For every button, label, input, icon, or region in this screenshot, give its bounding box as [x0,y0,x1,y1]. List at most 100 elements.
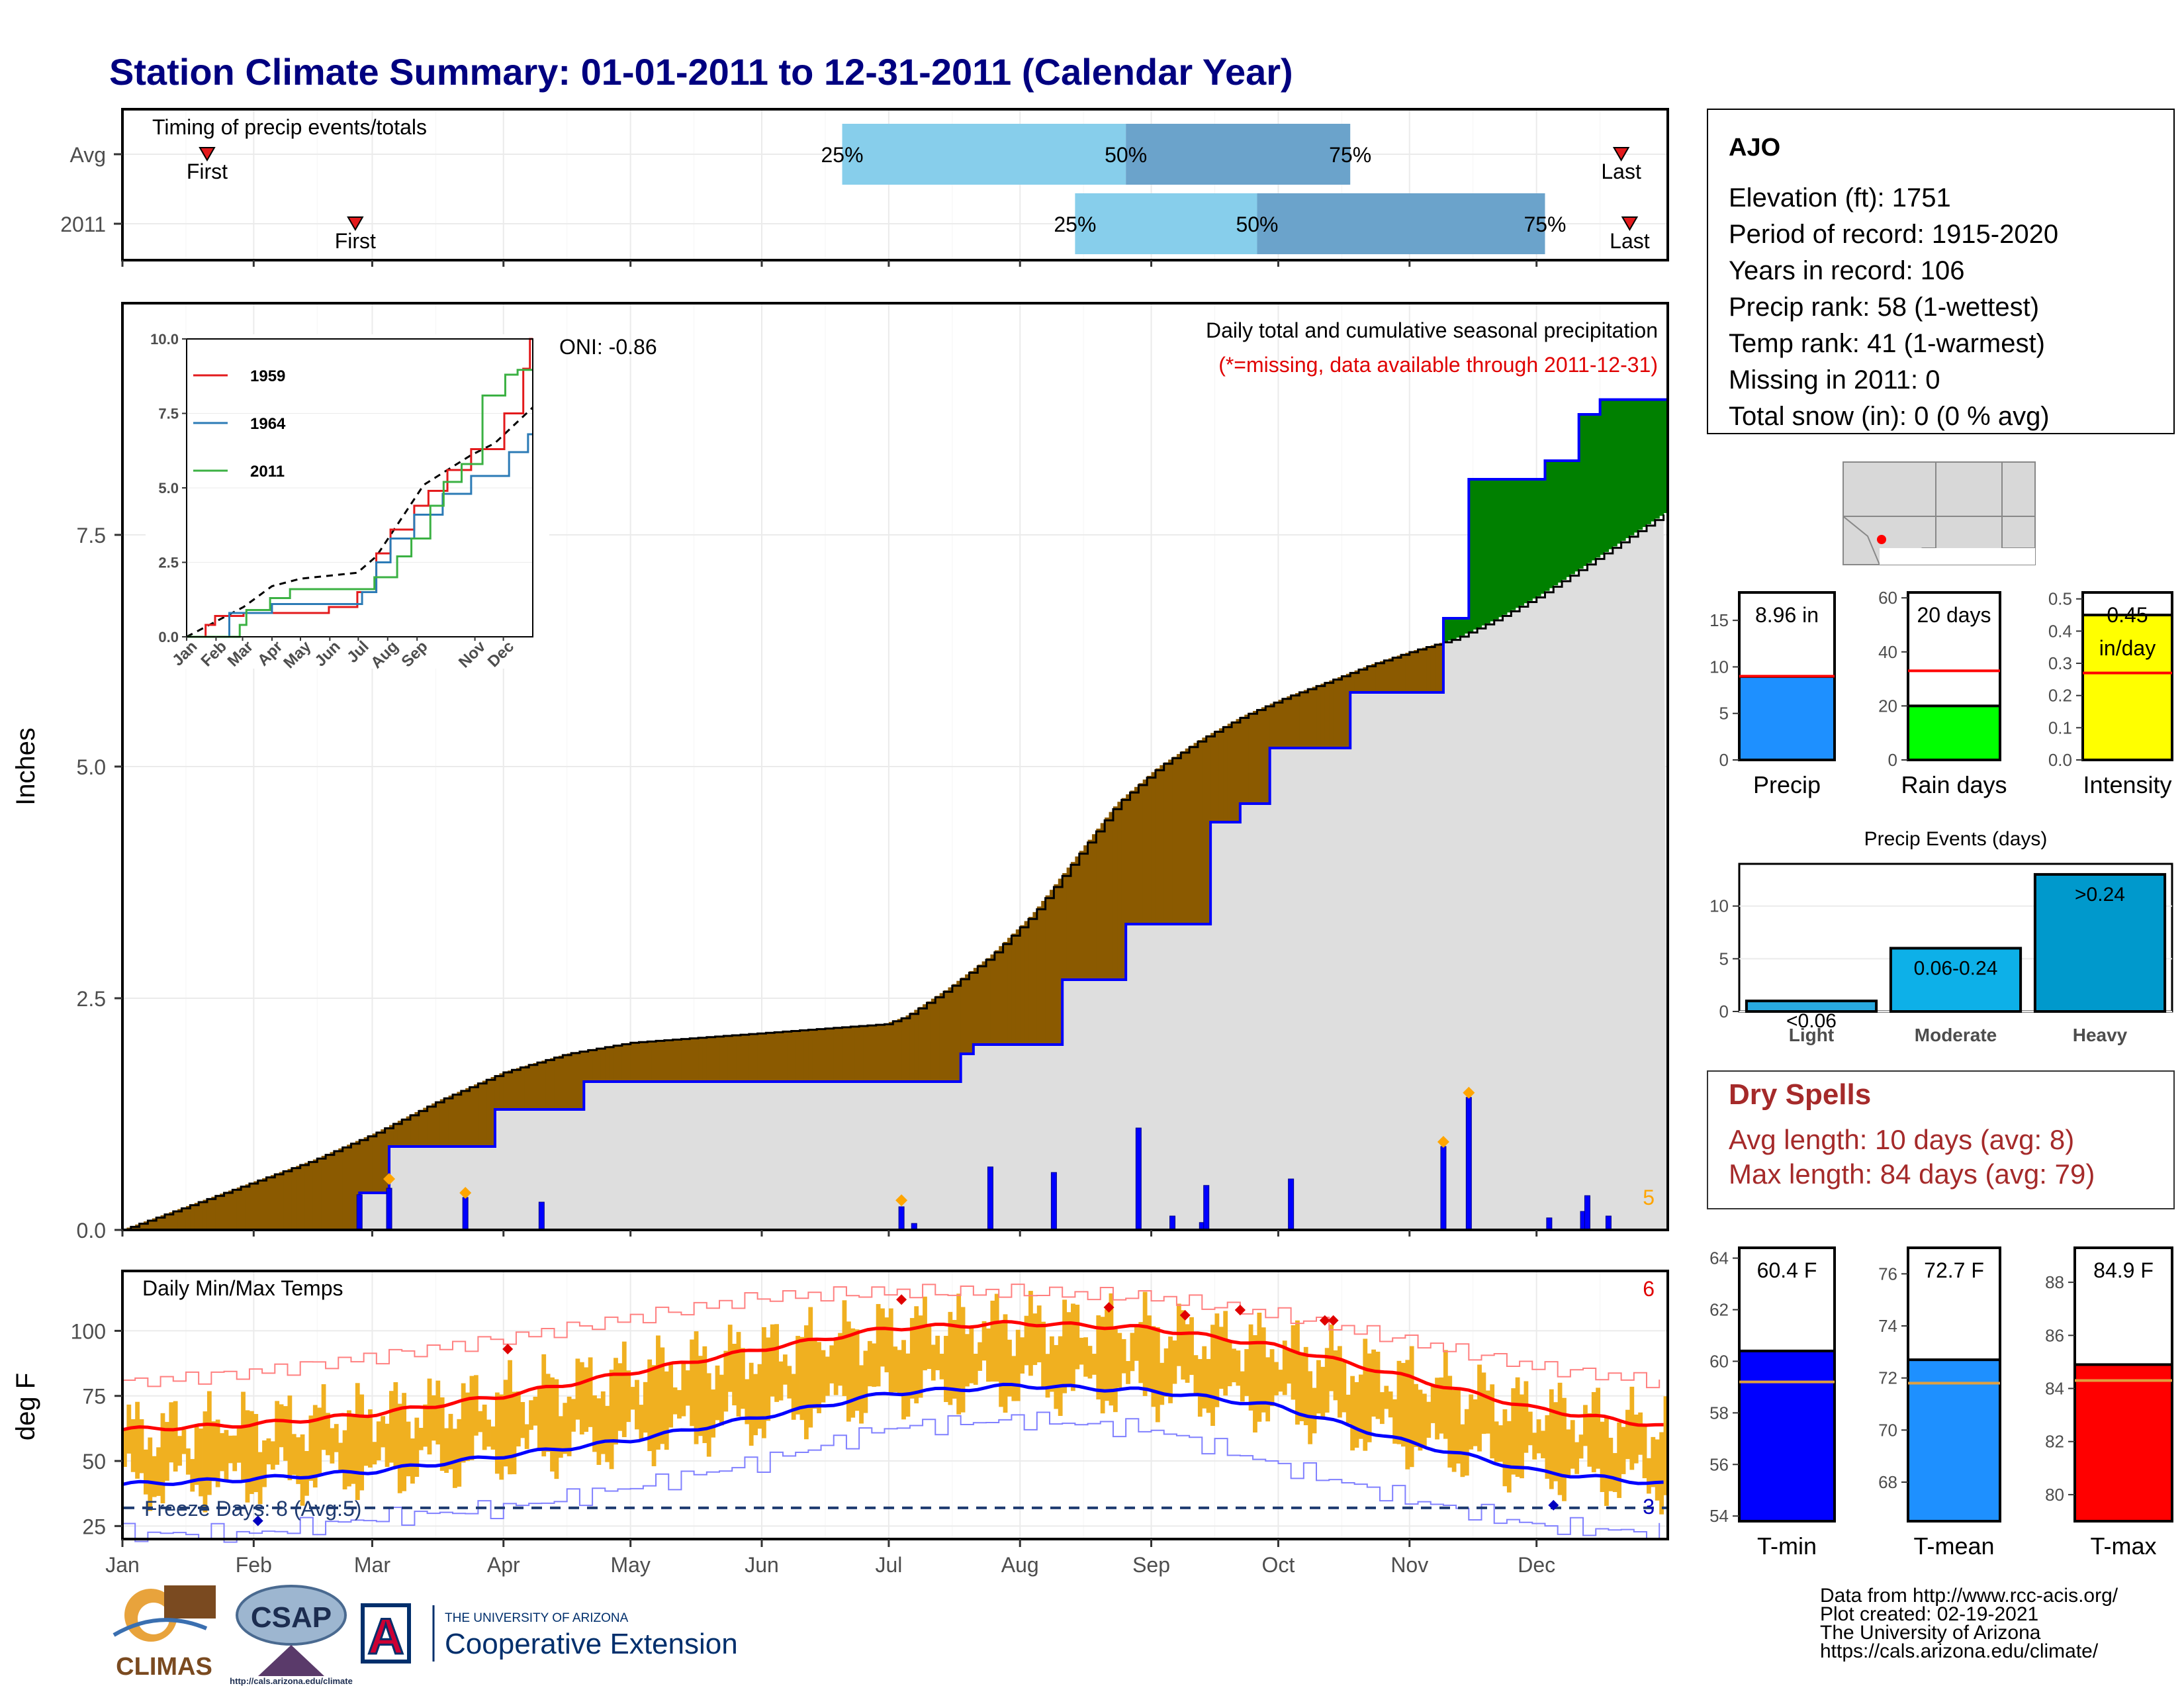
daily-temp-range-bar [1163,1348,1169,1397]
precip-deficit-slice [270,1175,275,1230]
precip-deficit-slice [508,1070,513,1109]
precip-deficit-slice [1036,906,1042,1045]
daily-temp-range-bar [796,1336,800,1415]
precip-surplus-slice [1647,399,1652,524]
precip-deficit-slice [427,1105,432,1147]
precip-surplus-slice [1506,479,1512,613]
daily-temp-range-bar [317,1407,322,1476]
precip-deficit-slice [1375,662,1381,692]
daily-temp-range-bar [1566,1429,1571,1477]
precip-surplus-slice [1541,479,1546,594]
precip-deficit-slice [888,1021,893,1082]
daily-temp-range-bar [363,1416,369,1466]
daily-temp-range-bar [1278,1370,1283,1392]
daily-temp-range-bar [973,1354,978,1385]
events-y-tick-label: 0 [1719,1002,1729,1021]
daily-temp-range-bar [838,1333,842,1386]
daily-temp-range-bar [1591,1391,1596,1473]
daily-temp-range-bar [1515,1377,1520,1477]
precip-deficit-slice [1396,655,1402,692]
rain_days-value-bar [1907,704,2001,761]
daily-precip-bar [1288,1178,1295,1231]
precip-deficit-slice [614,1045,619,1082]
daily-temp-range-bar [249,1411,254,1494]
precip-deficit-slice [838,1027,843,1082]
timing-bar-25-50 [842,124,1126,185]
precip-deficit-slice [1371,663,1377,692]
precip-deficit-slice [736,1035,741,1082]
daily-temp-range-bar [621,1341,627,1438]
precip-deficit-slice [452,1094,457,1147]
precip-average-area [122,514,1668,1231]
precip-deficit-slice [719,1036,725,1082]
daily-temp-range-bar [1430,1386,1435,1423]
precip-deficit-slice [796,1030,801,1082]
precip-deficit-slice [139,1223,144,1230]
month-label-apr: Apr [487,1553,520,1577]
precip-deficit-slice [524,1065,529,1109]
precip-deficit-slice [245,1184,250,1230]
precip-deficit-slice [939,993,944,1082]
daily-temp-range-bar [512,1391,517,1475]
tmax-y-tick-label: 88 [2045,1272,2064,1292]
daily-temp-range-bar [1050,1336,1054,1392]
daily-temp-range-bar [1189,1317,1194,1376]
precip-deficit-slice [1418,649,1423,692]
precip-deficit-slice [1236,719,1241,822]
daily-temp-range-bar [1062,1299,1067,1393]
precip-deficit-slice [418,1109,424,1147]
daily-temp-range-bar [1113,1329,1118,1413]
precip-deficit-slice [1003,941,1008,1045]
precip-surplus-slice [1570,461,1575,575]
precip-deficit-slice [1329,680,1334,748]
daily-temp-range-bar [503,1380,508,1467]
inset-average-line [186,406,534,638]
precip-deficit-slice [1181,751,1186,924]
daily-precip-bar [987,1166,993,1231]
precip-deficit-slice [1163,762,1169,924]
daily-temp-range-bar [1359,1374,1363,1439]
intensity-y-tick-label: 0.5 [2048,589,2072,609]
precip-deficit-slice [220,1194,225,1230]
daily-temp-range-bar [888,1308,893,1395]
daily-temp-range-bar [1218,1327,1224,1389]
precip-deficit-slice [444,1097,449,1147]
daily-temp-range-bar [923,1296,927,1371]
precip-deficit-slice [664,1040,669,1082]
precip-deficit-slice [1091,834,1097,980]
dry-spells-avg: Avg length: 10 days (avg: 8) [1729,1124,2074,1155]
daily-temp-range-bar [1473,1399,1478,1446]
daily-temp-range-bar [1439,1377,1444,1434]
daily-temp-range-bar [1134,1325,1139,1361]
daily-temp-range-bar [1647,1458,1651,1494]
precip-deficit-slice [948,987,953,1082]
timing-row-label: 2011 [60,212,106,236]
daily-temp-range-bar [994,1293,999,1382]
precip-deficit-slice [1032,912,1038,1045]
precip-deficit-slice [1083,845,1089,980]
precip-deficit-slice [1324,682,1330,748]
daily-temp-range-bar [300,1434,305,1506]
daily-temp-range-bar [927,1326,932,1370]
daily-temp-range-bar [1502,1409,1508,1487]
record-low-marker [252,1515,263,1526]
precip-deficit-slice [909,1012,915,1082]
mexico-area [1880,548,2035,565]
daily-temp-range-bar [1223,1311,1228,1396]
record-low-marker [1548,1499,1559,1511]
daily-temp-range-bar [232,1435,238,1472]
daily-temp-range-bar [1287,1348,1292,1384]
daily-temp-range-bar [846,1321,851,1422]
daily-temp-range-bar [359,1394,365,1491]
precip-deficit-slice [1439,643,1444,692]
precip-deficit-slice [287,1168,293,1230]
precip-deficit-slice [1218,728,1224,822]
daily-temp-range-bar [1642,1426,1647,1479]
precip-deficit-slice [1126,794,1131,924]
tmin-y-tick-label: 56 [1709,1454,1729,1474]
precip-surplus-slice [1557,461,1563,583]
precip-deficit-slice [1426,646,1432,692]
daily-temp-range-bar [1498,1425,1503,1462]
daily-temp-range-bar [444,1428,449,1473]
daily-temp-range-bar [944,1336,948,1402]
